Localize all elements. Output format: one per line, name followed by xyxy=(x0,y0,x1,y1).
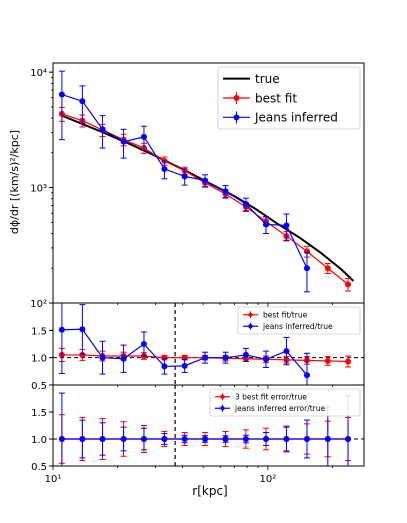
data-point xyxy=(99,354,106,361)
legend-label: best fit/true xyxy=(263,310,308,319)
legend-box xyxy=(209,388,361,417)
legend-marker xyxy=(220,394,225,399)
legend: best fit/true jeans inferred/true xyxy=(237,306,361,335)
data-point xyxy=(79,436,86,442)
data-point xyxy=(242,351,249,358)
data-point xyxy=(99,126,106,133)
y-axis-label-top: dϕ/dr [(km/s)²/kpc] xyxy=(8,130,21,234)
data-point xyxy=(140,133,147,140)
data-point xyxy=(345,358,352,365)
y-tick-label: 10³ xyxy=(30,184,47,195)
data-point xyxy=(202,354,209,361)
data-point xyxy=(222,436,229,442)
data-point xyxy=(140,436,147,442)
data-point xyxy=(120,436,127,442)
panel-middle: 0.5 1.0 1.5 best fit/true jeans inferred/tru… xyxy=(31,302,365,392)
y-tick-label: 0.5 xyxy=(31,381,47,392)
data-point xyxy=(263,436,270,442)
data-point xyxy=(242,201,249,208)
panel-bottom: 0.5 1.0 1.5 10¹ 10² 3 best fit error/true jean… xyxy=(31,384,365,485)
y-tick-label: 1.0 xyxy=(31,354,47,365)
data-point xyxy=(120,138,127,145)
y-tick-label: 1.0 xyxy=(31,435,47,446)
data-point xyxy=(161,436,168,442)
y-tick-label: 0.5 xyxy=(31,462,47,473)
data-point xyxy=(58,91,65,98)
legend-label: jeans inferred/true xyxy=(262,322,333,331)
data-point xyxy=(303,372,310,379)
data-point xyxy=(222,354,229,361)
series-true xyxy=(61,114,355,282)
legend-label: best fit xyxy=(255,91,297,105)
data-point xyxy=(242,436,249,442)
data-point xyxy=(303,436,310,442)
legend-marker xyxy=(248,324,253,329)
data-point xyxy=(283,436,290,442)
legend-label: Jeans inferred xyxy=(254,111,338,125)
legend-label: true xyxy=(255,72,280,86)
series-line xyxy=(61,114,355,282)
x-tick-label: 10¹ xyxy=(45,474,62,485)
y-axis-label: dϕ/dr [(km/s)²/kpc] xyxy=(8,130,21,234)
legend-box xyxy=(217,66,361,130)
data-point xyxy=(79,326,86,333)
data-point xyxy=(263,356,270,363)
legend: true best fit Jeans inferred xyxy=(217,66,361,130)
data-point xyxy=(140,341,147,347)
data-point xyxy=(181,173,188,180)
legend: 3 best fit error/true jeans inferred erro… xyxy=(209,388,361,417)
data-point xyxy=(303,248,310,255)
series-jeans-inferred-true xyxy=(58,303,310,385)
legend-marker xyxy=(233,95,240,101)
series-line xyxy=(61,113,349,285)
data-point xyxy=(161,363,168,370)
y-tick-label: 1.5 xyxy=(31,408,47,419)
data-point xyxy=(283,222,290,229)
y-tick-label: 10⁴ xyxy=(30,68,47,79)
data-point xyxy=(263,221,270,228)
data-point xyxy=(58,436,65,442)
data-point xyxy=(283,348,290,355)
data-point xyxy=(120,355,127,362)
data-point xyxy=(181,362,188,369)
legend-marker xyxy=(220,406,225,411)
data-point xyxy=(58,326,65,333)
data-point xyxy=(345,436,352,442)
data-point xyxy=(202,436,209,442)
x-tick-label: 10² xyxy=(260,474,277,485)
data-point xyxy=(324,357,331,364)
legend-marker xyxy=(233,114,240,121)
y-tick-label: 10² xyxy=(30,299,47,310)
y-tick-label: 1.5 xyxy=(31,326,47,337)
legend-label: 3 best fit error/true xyxy=(235,392,307,401)
data-point xyxy=(99,436,106,442)
x-axis-label: r[kpc] xyxy=(192,484,227,498)
legend-marker xyxy=(248,312,253,317)
series-jeans-inferred xyxy=(58,70,310,293)
data-point xyxy=(202,177,209,184)
data-point xyxy=(222,188,229,195)
legend-label: jeans inferred error/true xyxy=(234,404,326,413)
plot-frame xyxy=(52,384,365,467)
data-point xyxy=(303,265,310,272)
panel-top: 10² 10³ 10⁴ true best fit Jeans inferred xyxy=(30,62,365,310)
data-point xyxy=(181,436,188,442)
data-point xyxy=(345,281,352,288)
legend-box xyxy=(237,306,361,335)
data-point xyxy=(324,265,331,272)
data-point xyxy=(79,98,86,105)
data-point xyxy=(161,165,168,172)
data-point xyxy=(324,436,331,442)
